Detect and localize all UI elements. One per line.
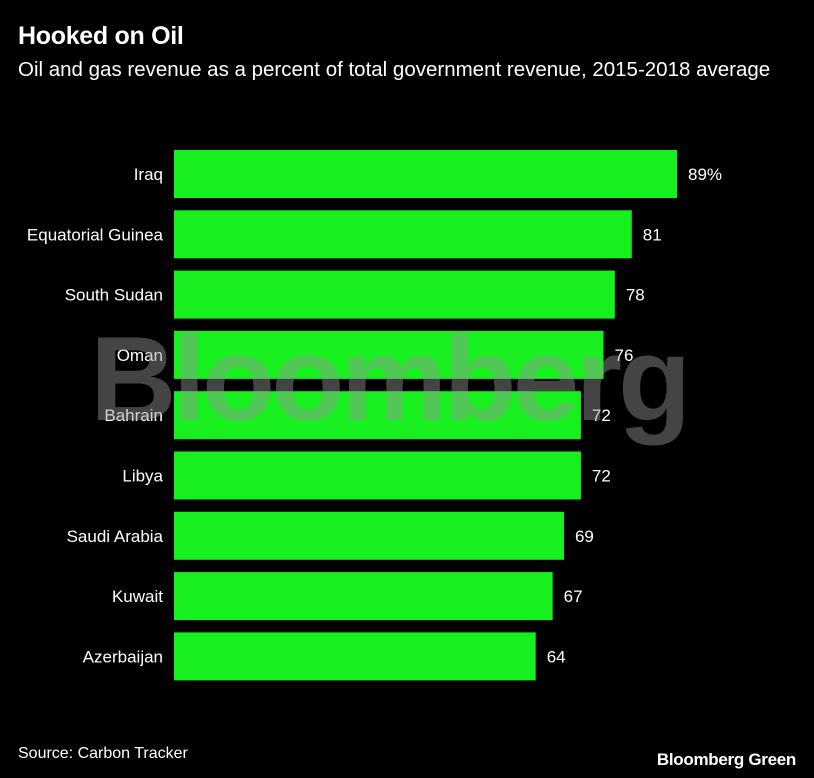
value-label: 64 [547, 647, 566, 666]
brand-logo: Bloomberg Green [656, 750, 796, 769]
value-label: 72 [592, 406, 611, 425]
bar-iraq [174, 150, 677, 198]
source-note: Source: Carbon Tracker [18, 745, 188, 762]
bar-kuwait [174, 572, 553, 621]
category-label: Kuwait [112, 587, 163, 606]
bar-equatorial-guinea [174, 210, 632, 259]
category-label: Iraq [134, 165, 163, 184]
bar-azerbaijan [174, 632, 536, 681]
chart-subtitle: Oil and gas revenue as a percent of tota… [18, 58, 771, 81]
bar-libya [174, 451, 581, 500]
value-label: 67 [564, 587, 583, 606]
bar-oman [174, 330, 604, 379]
category-label: Saudi Arabia [67, 527, 164, 546]
category-label: Libya [122, 467, 163, 486]
value-label: 69 [575, 527, 594, 546]
value-label: 81 [643, 225, 662, 244]
bar-saudi-arabia [174, 511, 564, 560]
chart-title: Hooked on Oil [18, 22, 184, 50]
value-label: 89% [688, 165, 722, 184]
bar-bahrain [174, 391, 581, 440]
value-label: 76 [615, 346, 634, 365]
category-label: Oman [117, 346, 163, 365]
category-label: Equatorial Guinea [27, 225, 164, 244]
value-label: 72 [592, 467, 611, 486]
bar-south-sudan [174, 270, 615, 319]
value-label: 78 [626, 286, 645, 305]
category-label: Azerbaijan [83, 647, 163, 666]
category-label: South Sudan [65, 286, 163, 305]
category-label: Bahrain [104, 406, 163, 425]
